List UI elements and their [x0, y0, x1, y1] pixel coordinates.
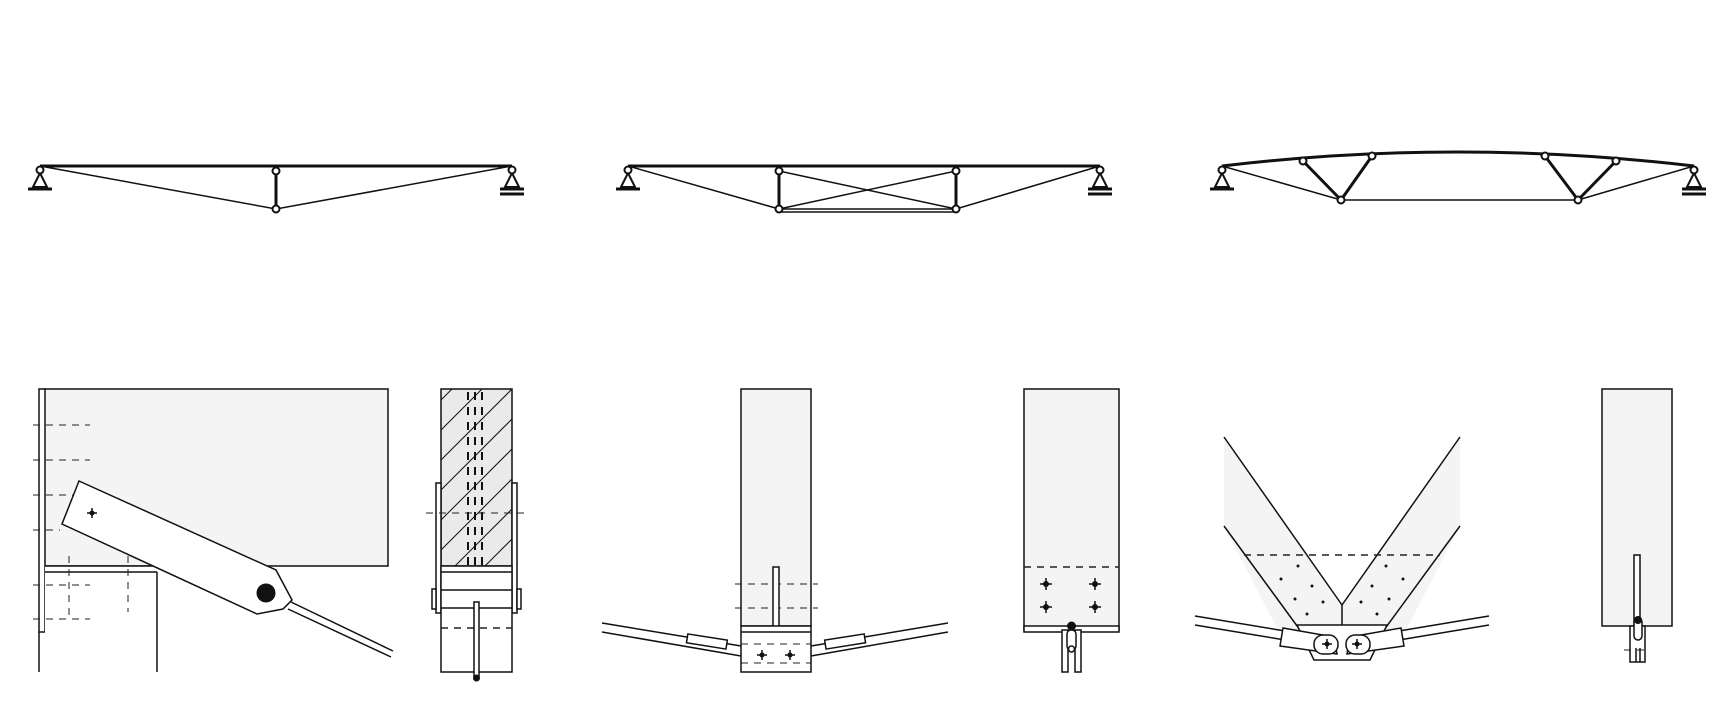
rod — [473, 601, 480, 677]
roller-support-right — [500, 172, 524, 196]
bolt — [1040, 601, 1052, 613]
node — [774, 166, 784, 176]
gusset-blade — [772, 566, 780, 628]
node — [774, 204, 784, 214]
arched-top-chord — [1221, 150, 1695, 168]
bolt — [1352, 639, 1362, 649]
node — [1367, 151, 1377, 161]
detail-eave-connection — [33, 388, 394, 672]
clevis-block — [740, 625, 812, 673]
pin-hole-icon — [256, 583, 276, 603]
node — [271, 166, 281, 176]
detail-column-base-fork — [1023, 388, 1120, 673]
detail-v-strut-node — [1194, 436, 1490, 661]
end-plate — [38, 388, 46, 633]
node — [1336, 195, 1346, 205]
bolt — [87, 508, 97, 518]
fork-leg — [1074, 629, 1082, 673]
node — [1689, 165, 1699, 175]
v-struts — [1224, 437, 1460, 630]
bolt — [785, 650, 795, 660]
truss-queen-post-crossed — [616, 164, 1112, 214]
node — [1095, 165, 1105, 175]
node — [951, 204, 961, 214]
turnbuckle — [685, 633, 729, 650]
strut — [1339, 155, 1374, 201]
detail-section-through-rafter — [426, 388, 525, 682]
node — [271, 204, 281, 214]
pinned-support-left — [616, 172, 640, 191]
node — [951, 166, 961, 176]
strut — [1301, 159, 1343, 202]
bolt — [1322, 639, 1332, 649]
strut — [1543, 155, 1580, 201]
turnbuckle — [823, 633, 867, 650]
diagonal — [778, 170, 957, 210]
detail-bottom-node-pin — [601, 388, 949, 673]
pinned-support-left — [1210, 172, 1234, 191]
node — [507, 165, 517, 175]
truss-king-post — [28, 164, 524, 214]
gusset-blade — [1633, 554, 1641, 626]
strut — [1576, 159, 1618, 202]
truss-arched-top-chord — [1210, 150, 1706, 205]
node — [35, 165, 45, 175]
diagonal-strap-plate — [61, 479, 293, 615]
tension-cable — [1221, 165, 1695, 201]
side-plate — [511, 482, 518, 614]
pin-icon — [1067, 621, 1076, 631]
bolt — [757, 650, 767, 660]
node — [1611, 156, 1621, 166]
column — [1023, 388, 1120, 631]
pin-icon — [1634, 616, 1642, 624]
fork-leg — [1061, 629, 1069, 673]
tension-rod — [290, 601, 394, 652]
bolt — [1089, 601, 1101, 613]
pinned-support-left — [28, 172, 52, 191]
detail-post-fork-pin — [1601, 388, 1673, 663]
hatched-section — [441, 389, 512, 566]
tension-cable — [627, 165, 1101, 210]
roller-support-right — [1682, 172, 1706, 196]
dot-pattern — [1279, 564, 1405, 616]
bolt — [1089, 578, 1101, 590]
node — [1540, 151, 1550, 161]
side-plate — [435, 482, 442, 614]
node — [623, 165, 633, 175]
node — [1298, 156, 1308, 166]
node — [1217, 165, 1227, 175]
tension-rod — [287, 608, 392, 658]
node — [1573, 195, 1583, 205]
bolt — [1040, 578, 1052, 590]
roller-support-right — [1088, 172, 1112, 196]
